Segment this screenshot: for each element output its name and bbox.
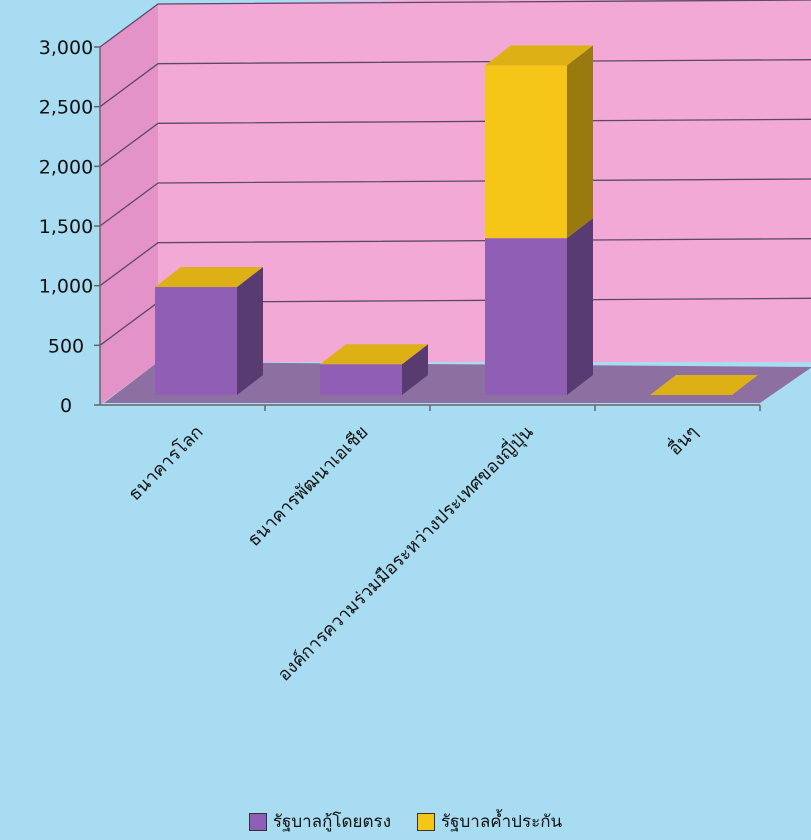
y-tick-label: 2,500 [39, 97, 93, 119]
bar-top [320, 344, 428, 365]
legend-swatch-direct [248, 812, 267, 831]
gridline [99, 178, 811, 227]
bar-top [155, 267, 263, 288]
gridline [99, 238, 811, 287]
gridline [99, 118, 811, 167]
bar-front [485, 238, 567, 395]
bar-side [402, 344, 428, 395]
legend-swatch-guaranteed [417, 812, 435, 831]
bar-front [155, 287, 237, 395]
y-tick-label: 1,500 [39, 216, 93, 238]
bar-front [485, 65, 567, 239]
legend-label-direct: รัฐบาลกู้โดยตรง [272, 812, 391, 832]
bar-front [320, 364, 402, 395]
bar-side [567, 218, 593, 395]
chart-plot: 0 500 1,000 1,500 2,000 2,500 3,000 ธนาคารโลก ธน… [39, 0, 811, 686]
x-category-label: องค์การความร่วมมือระหว่างประเทศของญี่ปุ่… [272, 420, 538, 686]
bar-top [650, 375, 758, 395]
gridline [99, 59, 811, 108]
bar-side [567, 45, 593, 239]
legend-item-guaranteed: รัฐบาลค้ำประกัน [417, 808, 562, 835]
x-category-label: อื่นๆ [662, 420, 702, 460]
bar-top [485, 45, 593, 66]
y-tick-label: 3,000 [39, 37, 93, 59]
y-tick-label: 500 [48, 335, 84, 357]
bar-side [237, 267, 263, 395]
x-category-label: ธนาคารพัฒนาเอเชีย [243, 422, 372, 551]
legend: รัฐบาลกู้โดยตรง รัฐบาลค้ำประกัน [0, 808, 811, 835]
legend-label-guaranteed: รัฐบาลค้ำประกัน [441, 812, 563, 832]
y-tick-label: 1,000 [39, 276, 93, 298]
y-tick-label: 2,000 [39, 156, 93, 178]
gridline [99, 0, 811, 48]
floor [104, 362, 811, 403]
y-tick-label: 0 [60, 395, 72, 417]
x-category-label: ธนาคารโลก [124, 421, 208, 505]
legend-item-direct: รัฐบาลกู้โดยตรง [248, 808, 391, 835]
